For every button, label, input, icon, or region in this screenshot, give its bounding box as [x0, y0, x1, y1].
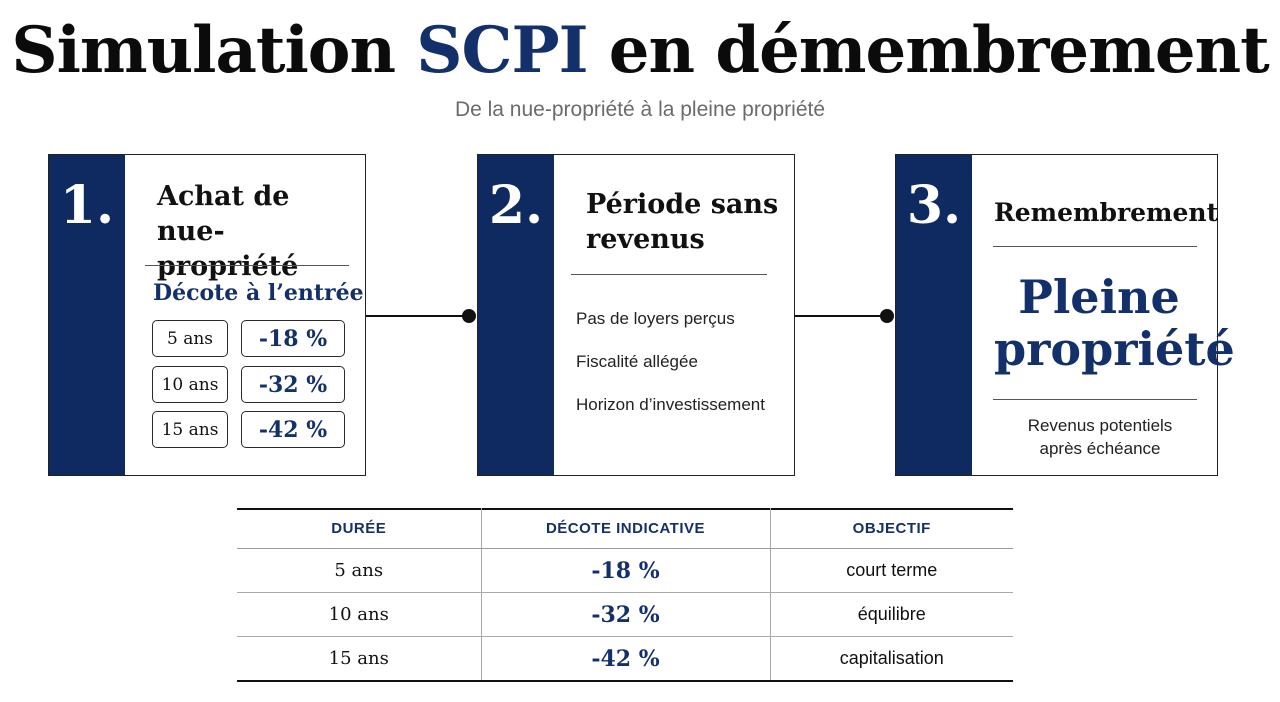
full-ownership-label: Pleine propriété: [994, 270, 1235, 376]
step-number: 3.: [906, 175, 962, 236]
table-header-row: DURÉE DÉCOTE INDICATIVE OBJECTIF: [237, 508, 1013, 549]
full-ownership-line2: propriété: [994, 322, 1235, 376]
discount-cell: -18 %: [480, 548, 770, 593]
duration-cell: 10 ans: [237, 592, 481, 637]
step-title: Période sans revenus: [586, 187, 778, 257]
step-band: [49, 155, 125, 475]
full-ownership-line1: Pleine: [1018, 270, 1180, 324]
step-title: Remembrement: [994, 198, 1219, 227]
divider: [993, 246, 1197, 247]
step-band: [478, 155, 554, 475]
step-note-line2: après échéance: [1039, 439, 1161, 458]
discount-pill: -18 %: [241, 320, 345, 357]
duration-pill: 15 ans: [152, 411, 228, 448]
step-number: 2.: [488, 175, 544, 236]
title-suffix: en démembrement: [608, 13, 1270, 88]
duration-pill: 5 ans: [152, 320, 228, 357]
connector-dot-2: [880, 309, 894, 323]
discount-pill: -32 %: [241, 366, 345, 403]
duration-cell: 15 ans: [237, 636, 481, 682]
column-header: OBJECTIF: [769, 508, 1013, 549]
page-title: Simulation SCPI en démembrement: [0, 6, 1280, 96]
title-prefix: Simulation: [11, 13, 396, 88]
divider: [571, 274, 767, 275]
connector-1-2: [366, 315, 470, 317]
objective-cell: court terme: [769, 548, 1013, 593]
discount-cell: -42 %: [480, 636, 770, 682]
objective-cell: équilibre: [769, 592, 1013, 637]
page-subtitle: De la nue-propriété à la pleine propriét…: [454, 98, 826, 121]
step-title-line2: nue-propriété: [157, 216, 299, 282]
duration-pill: 10 ans: [152, 366, 228, 403]
step-bullet: Horizon d’investissement: [576, 395, 765, 414]
column-header: DURÉE: [237, 508, 481, 549]
step-bullet: Fiscalité allégée: [576, 352, 698, 371]
step-card-2: 2. Période sans revenus Pas de loyers pe…: [477, 154, 795, 476]
discount-cell: -32 %: [480, 592, 770, 637]
discount-pill: -42 %: [241, 411, 345, 448]
summary-table: DURÉE DÉCOTE INDICATIVE OBJECTIF 5 ans -…: [237, 508, 1013, 682]
title-accent: SCPI: [416, 13, 588, 88]
connector-2-3: [795, 315, 887, 317]
table-row: 10 ans -32 % équilibre: [237, 592, 1013, 637]
step-card-1: 1. Achat de nue-propriété Décote à l’ent…: [48, 154, 366, 476]
step-note: Revenus potentiels après échéance: [986, 414, 1214, 460]
discount-title: Décote à l’entrée: [153, 280, 364, 306]
step-number: 1.: [59, 175, 115, 236]
step-band: [896, 155, 972, 475]
step-note-line1: Revenus potentiels: [1027, 416, 1173, 435]
table-row: 5 ans -18 % court terme: [237, 548, 1013, 593]
divider: [145, 265, 349, 266]
step-title-line2: revenus: [586, 224, 705, 255]
objective-cell: capitalisation: [769, 636, 1013, 682]
connector-dot-1: [462, 309, 476, 323]
divider: [993, 399, 1197, 400]
column-header: DÉCOTE INDICATIVE: [480, 508, 770, 549]
step-title-line1: Période sans: [586, 189, 779, 220]
step-title: Achat de nue-propriété: [157, 179, 365, 284]
table-row: 15 ans -42 % capitalisation: [237, 636, 1013, 682]
step-card-3: 3. Remembrement Pleine propriété Revenus…: [895, 154, 1235, 476]
step-bullet: Pas de loyers perçus: [576, 309, 735, 328]
duration-cell: 5 ans: [237, 548, 481, 593]
step-title-line1: Achat de: [157, 181, 290, 212]
